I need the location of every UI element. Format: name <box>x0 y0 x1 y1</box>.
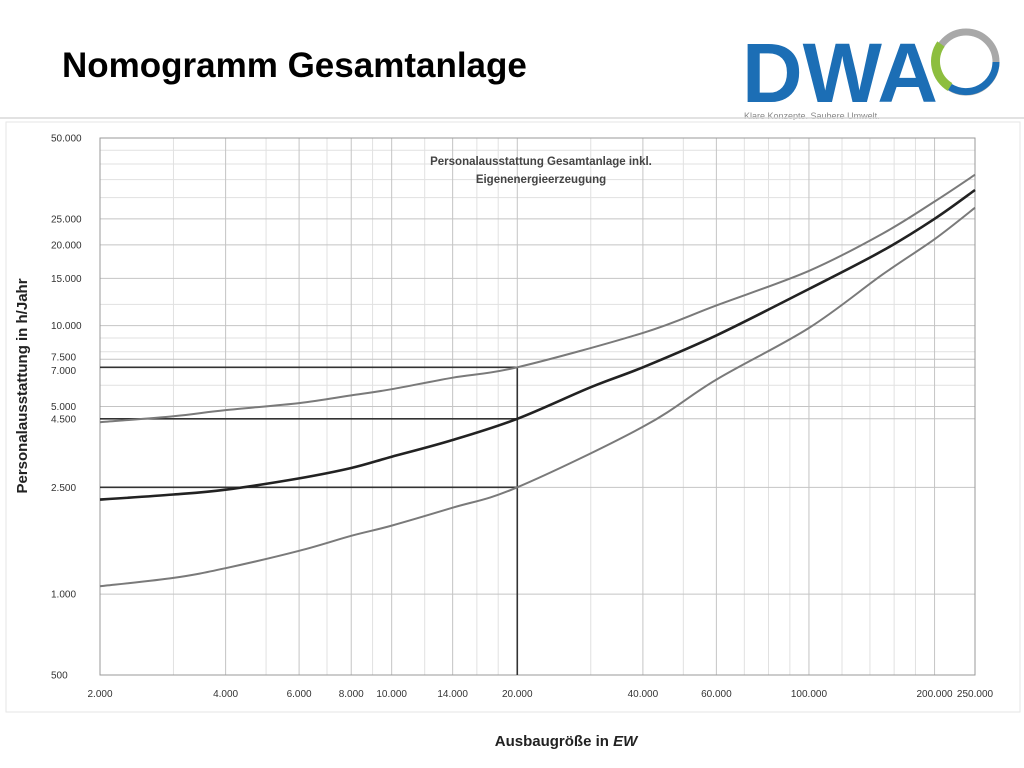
x-axis-label: Ausbaugröße in EW <box>495 733 639 750</box>
plot-border <box>99 137 976 676</box>
x-tick-labels: 2.000 4.000 6.000 8.000 10.000 14.000 20.000 40… <box>87 689 993 700</box>
y-tick-label: 10.000 <box>51 321 82 332</box>
y-axis-label: Personalausstattung in h/Jahr <box>14 278 31 493</box>
x-tick-label: 40.000 <box>628 689 659 700</box>
y-tick-label: 4.500 <box>51 414 76 425</box>
x-tick-label: 6.000 <box>287 689 312 700</box>
x-tick-label: 14.000 <box>437 689 468 700</box>
series-lower-curve <box>99 206 976 588</box>
y-tick-label: 500 <box>51 671 68 682</box>
chart-title-line-2: Eigenenergieerzeugung <box>476 174 606 186</box>
y-tick-label: 20.000 <box>51 240 82 251</box>
series-curves <box>99 173 976 588</box>
major-gridlines <box>99 137 976 676</box>
x-tick-label: 4.000 <box>213 689 238 700</box>
reference-lines <box>100 366 519 675</box>
x-axis-label-text: Ausbaugröße in <box>495 733 609 750</box>
x-tick-label: 60.000 <box>701 689 732 700</box>
x-tick-label: 2.000 <box>87 689 112 700</box>
x-tick-label: 200.000 <box>916 689 953 700</box>
logo-text: DWA <box>742 26 938 120</box>
y-tick-label: 15.000 <box>51 274 82 285</box>
y-tick-label: 50.000 <box>51 134 82 145</box>
slide-title: Nomogramm Gesamtanlage <box>62 46 527 85</box>
dwa-logo: DWA Klare Konzepte. Saubere Umwelt. <box>742 26 1000 120</box>
logo-tagline: Klare Konzepte. Saubere Umwelt. <box>744 111 880 120</box>
y-tick-label: 7.500 <box>51 353 76 364</box>
x-tick-label: 8.000 <box>339 689 364 700</box>
chart-frame <box>5 121 1021 713</box>
y-tick-label: 2.500 <box>51 483 76 494</box>
logo-ring-icon <box>931 28 1000 96</box>
x-axis-label-unit: EW <box>613 733 639 750</box>
y-tick-label: 7.000 <box>51 366 76 377</box>
x-tick-label: 250.000 <box>957 689 994 700</box>
series-upper-curve <box>99 173 976 424</box>
series-middle-curve <box>99 188 976 501</box>
y-tick-label: 5.000 <box>51 402 76 413</box>
chart-title-line-1: Personalausstattung Gesamtanlage inkl. <box>430 156 652 168</box>
x-tick-label: 100.000 <box>791 689 828 700</box>
x-tick-label: 20.000 <box>502 689 533 700</box>
x-tick-label: 10.000 <box>376 689 407 700</box>
y-tick-label: 1.000 <box>51 590 76 601</box>
y-tick-label: 25.000 <box>51 214 82 225</box>
